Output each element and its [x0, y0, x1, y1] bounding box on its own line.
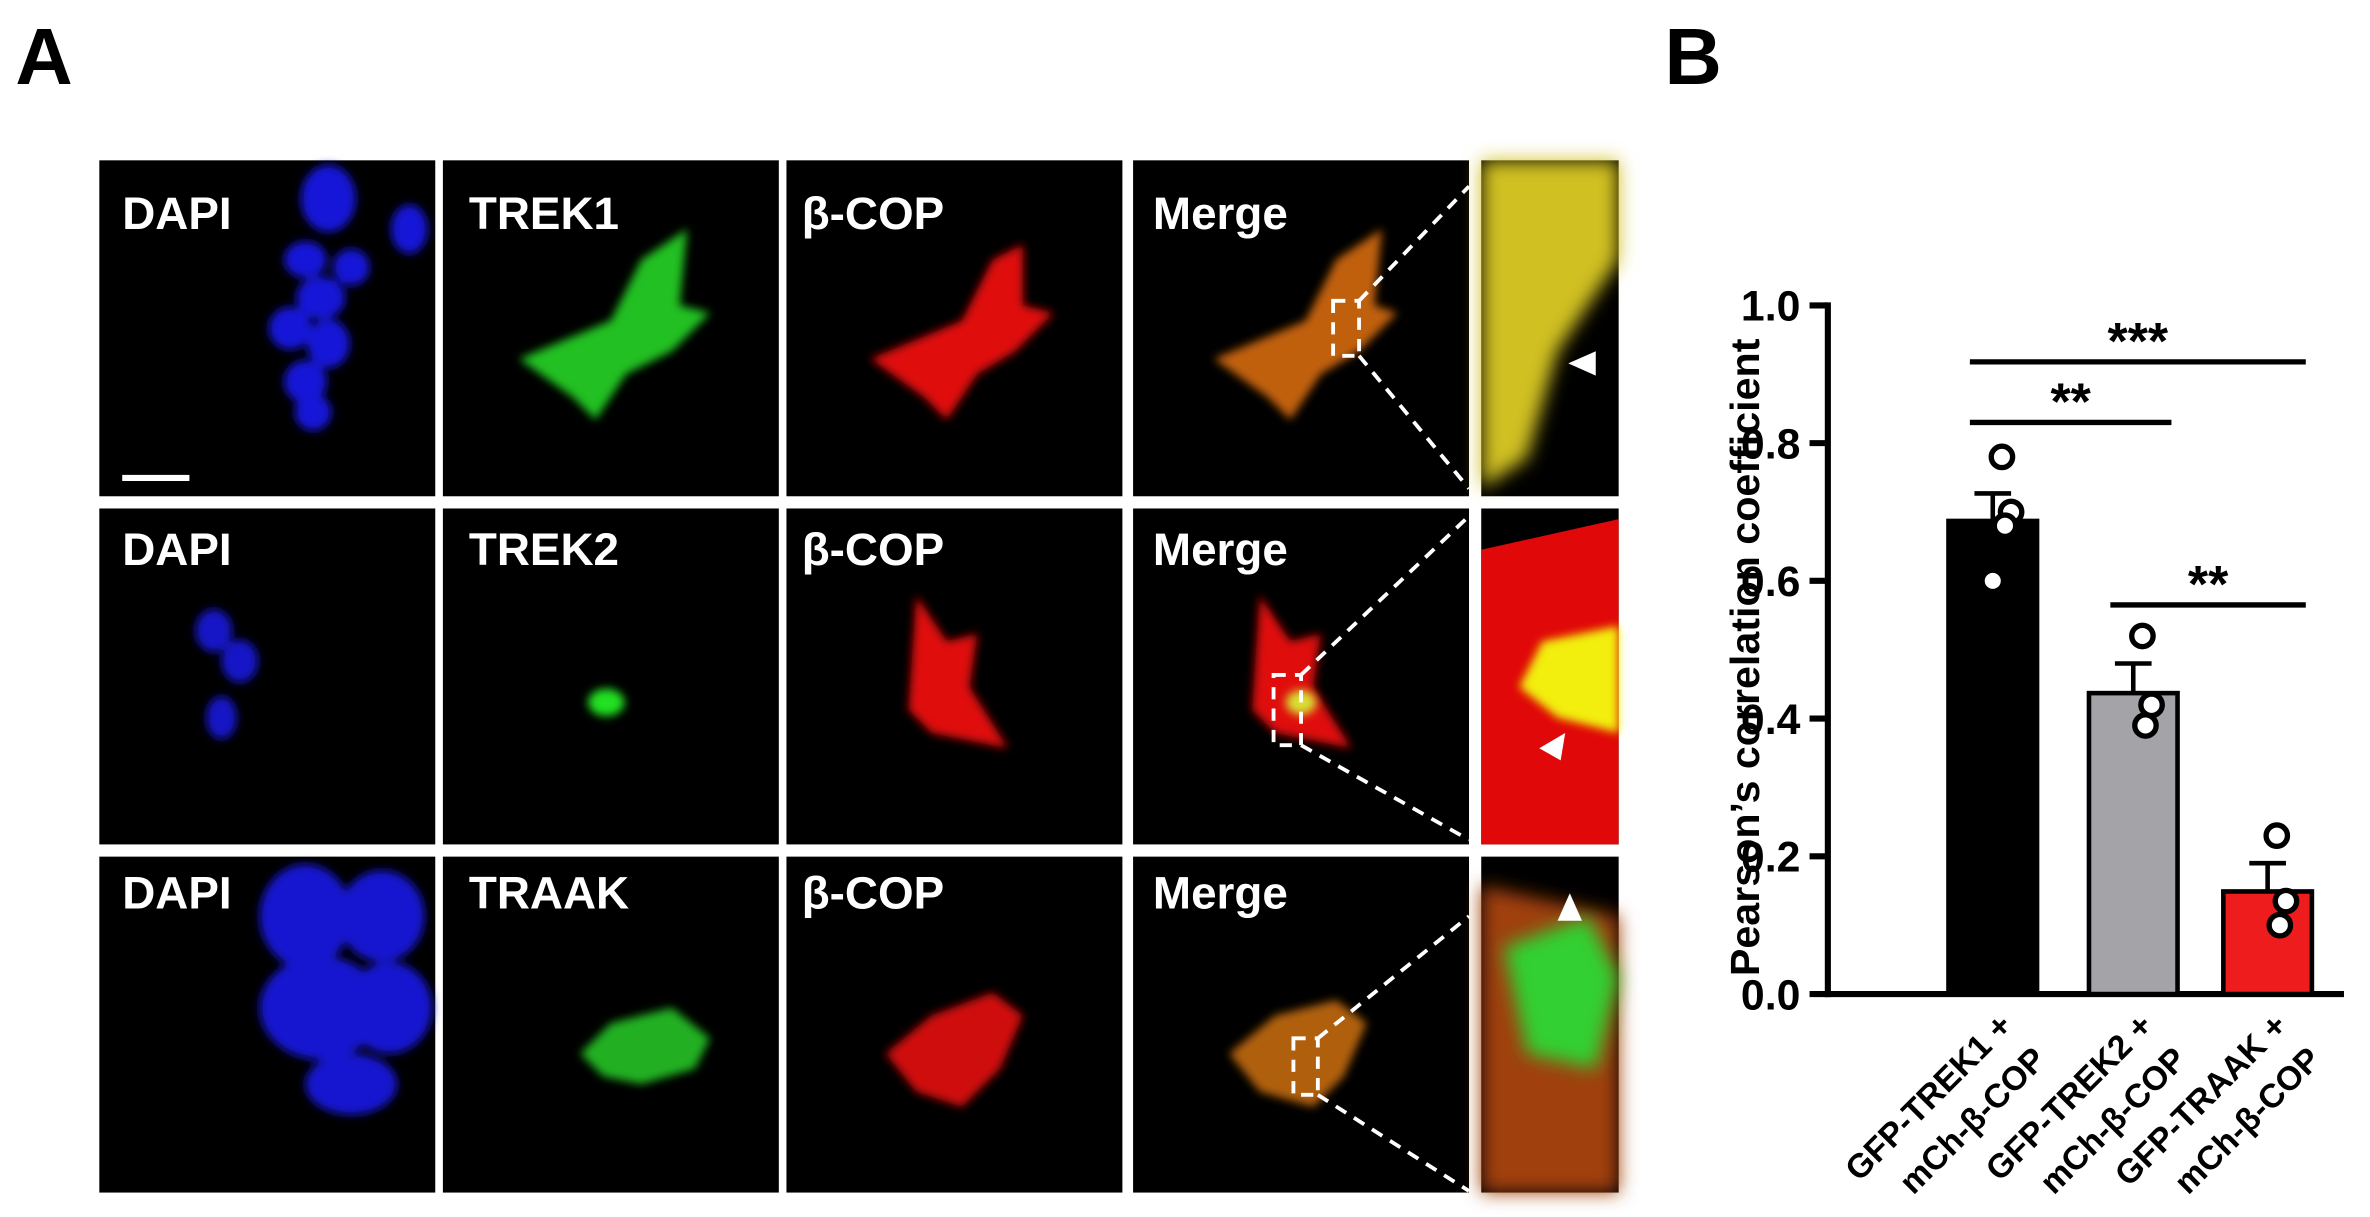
- bar-chart: 0.0 0.2 0.4 0.6 0.8 1.0 Pearson’s correlation …: [1722, 283, 2344, 1201]
- y-axis-label: Pearson’s correlation coefficient: [1722, 338, 1768, 976]
- y-tick-label: 0.0: [1741, 971, 1800, 1019]
- image-label: β-COP: [802, 524, 944, 575]
- y-tick-label: 1.0: [1741, 283, 1800, 331]
- image-label: Merge: [1153, 868, 1288, 919]
- panel-label: A: [15, 12, 72, 101]
- data-point: [2263, 822, 2291, 850]
- data-point: [2266, 911, 2294, 939]
- micrographs: [99, 160, 1619, 1193]
- bar: [2221, 889, 2315, 997]
- image-label: DAPI: [122, 868, 231, 919]
- significance-label: ***: [2108, 313, 2169, 371]
- significance-label: **: [2050, 373, 2091, 431]
- bar: [2086, 690, 2180, 997]
- y-tick-label: 0.4: [1741, 696, 1801, 744]
- y-tick-label: 0.6: [1741, 558, 1800, 606]
- image-label: β-COP: [802, 868, 944, 919]
- data-point: [1979, 567, 2007, 595]
- significance-label: **: [2188, 556, 2229, 614]
- image-label: β-COP: [802, 188, 944, 239]
- bar: [1946, 518, 2040, 997]
- image-label: DAPI: [122, 188, 231, 239]
- image-label: TREK2: [469, 524, 619, 575]
- image-label: TRAAK: [469, 868, 629, 919]
- data-point: [2132, 712, 2159, 739]
- image-label: TREK1: [469, 188, 619, 239]
- panel-label: B: [1664, 12, 1721, 101]
- y-tick-label: 0.2: [1741, 834, 1800, 882]
- data-point: [1988, 443, 2016, 471]
- data-point: [2129, 622, 2156, 650]
- image-label: Merge: [1153, 188, 1288, 239]
- image-label: Merge: [1153, 524, 1288, 575]
- y-tick-label: 0.8: [1741, 420, 1800, 468]
- data-point: [2272, 887, 2300, 915]
- image-label: DAPI: [122, 524, 231, 575]
- data-point: [1991, 512, 2019, 540]
